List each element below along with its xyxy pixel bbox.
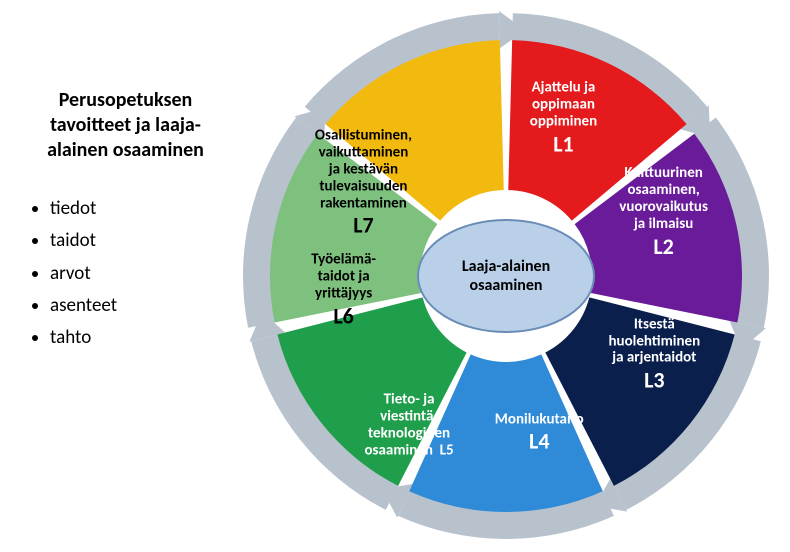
left-title-line: alainen osaaminen	[47, 138, 204, 162]
left-title-line: Perusopetuksen	[59, 88, 193, 112]
left-bullet-item: arvot	[50, 258, 223, 290]
left-bullet-item: taidot	[50, 225, 223, 257]
left-bullet-item: tahto	[50, 322, 223, 354]
competence-wheel: Laaja-alainen osaaminen Ajattelu jaoppim…	[238, 8, 774, 544]
left-bullet-list: tiedot taidot arvot asenteet tahto	[28, 193, 223, 354]
wheel-center-line: Laaja-alainen	[462, 257, 550, 276]
page-root: Perusopetuksen tavoitteet ja laaja- alai…	[0, 0, 790, 552]
left-title: Perusopetuksen tavoitteet ja laaja- alai…	[28, 88, 223, 163]
left-bullet-item: asenteet	[50, 290, 223, 322]
wheel-center-label: Laaja-alainen osaaminen	[462, 257, 550, 295]
left-panel: Perusopetuksen tavoitteet ja laaja- alai…	[28, 88, 223, 370]
left-title-line: tavoitteet ja laaja-	[50, 113, 201, 137]
left-bullet-item: tiedot	[50, 193, 223, 225]
wheel-center-line: osaaminen	[470, 276, 543, 295]
